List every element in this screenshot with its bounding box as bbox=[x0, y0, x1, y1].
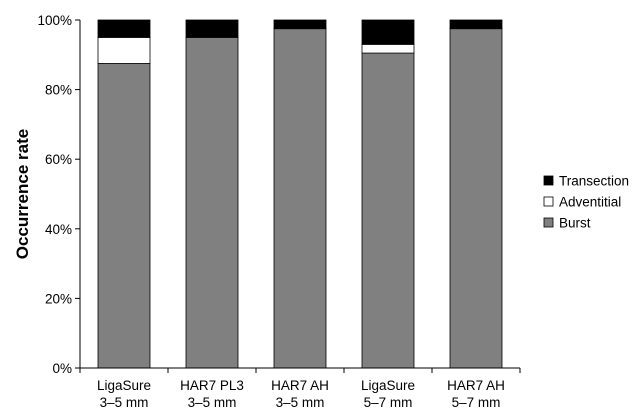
legend-swatch-burst bbox=[543, 217, 554, 228]
y-tick-label: 20% bbox=[45, 291, 72, 306]
bar-transection-4 bbox=[361, 19, 415, 45]
legend-swatch-adventitial bbox=[543, 196, 554, 207]
legend-label-burst: Burst bbox=[559, 216, 591, 231]
y-tick-label: 80% bbox=[45, 83, 72, 98]
bar-burst-4 bbox=[361, 52, 415, 369]
x-category-label-line: 5–7 mm bbox=[364, 395, 413, 410]
bar-burst-2 bbox=[185, 37, 239, 369]
y-tick-label: 100% bbox=[37, 13, 72, 28]
bar-burst-5 bbox=[449, 28, 503, 369]
x-category-label: HAR7 AH 3–5 mm bbox=[271, 378, 329, 410]
y-axis-title: Occurrence rate bbox=[13, 129, 32, 259]
bar-adventitial-1 bbox=[97, 37, 151, 64]
x-category-label: HAR7 PL3 3–5 mm bbox=[180, 378, 244, 410]
x-category-label-line: LigaSure bbox=[361, 378, 415, 393]
bar-transection-2 bbox=[185, 19, 239, 38]
y-tick-label: 0% bbox=[52, 361, 72, 376]
x-category-label: LigaSure 5–7 mm bbox=[361, 378, 415, 410]
x-category-label-line: 3–5 mm bbox=[188, 395, 237, 410]
x-category-label-line: 3–5 mm bbox=[276, 395, 325, 410]
x-category-label-line: HAR7 PL3 bbox=[180, 378, 244, 393]
bar-burst-3 bbox=[273, 28, 327, 369]
y-tick-label: 40% bbox=[45, 222, 72, 237]
legend-label-adventitial: Adventitial bbox=[559, 195, 621, 210]
legend-swatch-transection bbox=[543, 175, 554, 186]
bar-transection-1 bbox=[97, 19, 151, 38]
x-category-label-line: HAR7 AH bbox=[271, 378, 329, 393]
y-tick-label: 60% bbox=[45, 152, 72, 167]
legend: Transection Adventitial Burst bbox=[543, 174, 629, 231]
x-category-label-line: 5–7 mm bbox=[452, 395, 501, 410]
x-category-label: HAR7 AH 5–7 mm bbox=[447, 378, 505, 410]
x-category-label: LigaSure 3–5 mm bbox=[97, 378, 151, 410]
bar-transection-5 bbox=[449, 19, 503, 30]
x-category-label-line: 3–5 mm bbox=[100, 395, 149, 410]
x-category-label-line: LigaSure bbox=[97, 378, 151, 393]
bar-transection-3 bbox=[273, 19, 327, 30]
x-category-label-line: HAR7 AH bbox=[447, 378, 505, 393]
bar-burst-1 bbox=[97, 63, 151, 369]
bar-adventitial-4 bbox=[361, 43, 415, 54]
legend-label-transection: Transection bbox=[559, 174, 629, 189]
plot-area bbox=[97, 19, 503, 369]
